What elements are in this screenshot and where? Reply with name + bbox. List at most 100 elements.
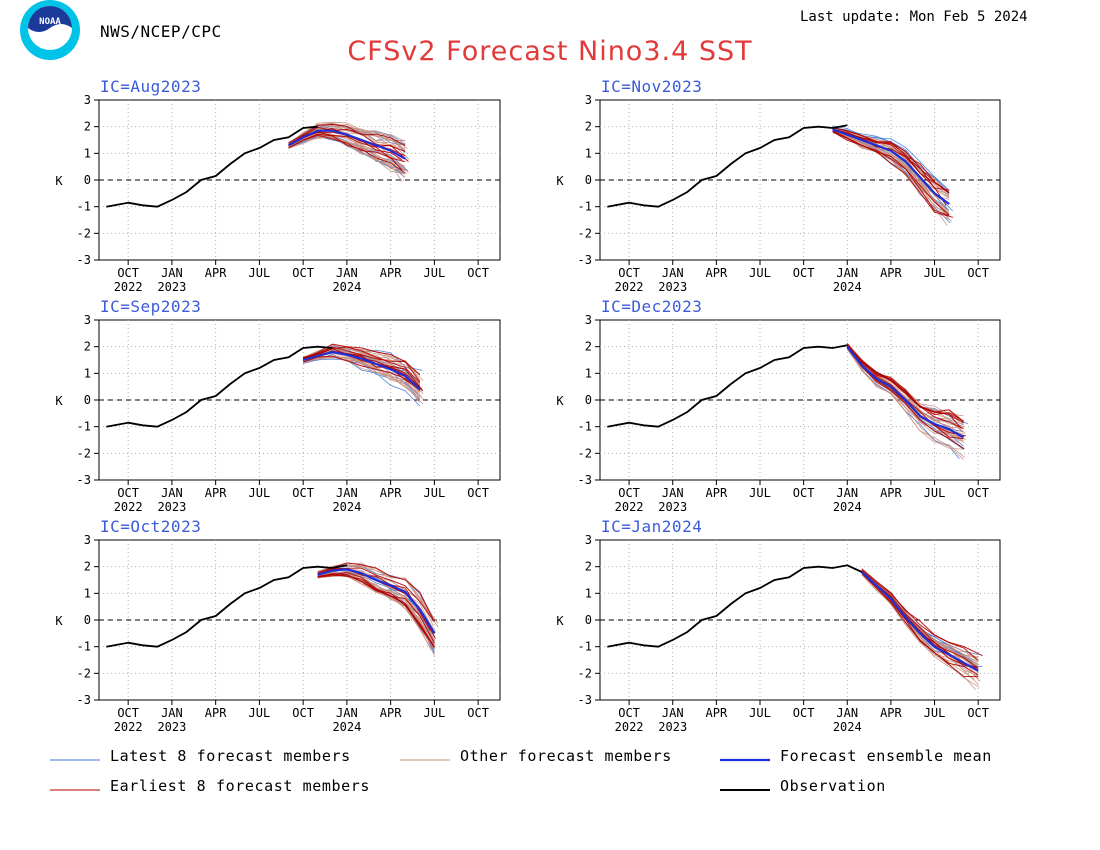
x-tick-label: JUL bbox=[924, 266, 946, 280]
x-tick-label: JUL bbox=[749, 266, 771, 280]
x-tick-label: OCT bbox=[117, 486, 139, 500]
other-member-line bbox=[288, 123, 406, 145]
x-tick-label: OCT bbox=[618, 266, 640, 280]
x-tick-label: OCT bbox=[292, 486, 314, 500]
x-tick-label: OCT bbox=[467, 706, 489, 720]
x-tick-year-label: 2024 bbox=[833, 280, 862, 294]
x-tick-label: APR bbox=[880, 706, 902, 720]
y-tick-label: 2 bbox=[585, 560, 592, 574]
legend-item-earliest: Earliest 8 forecast members bbox=[50, 777, 370, 795]
legend-label: Earliest 8 forecast members bbox=[110, 777, 370, 795]
x-tick-label: JUL bbox=[424, 266, 446, 280]
y-tick-label: -1 bbox=[578, 200, 592, 214]
x-tick-label: APR bbox=[880, 486, 902, 500]
latest-member-line bbox=[303, 358, 421, 407]
x-tick-label: JAN bbox=[336, 486, 358, 500]
x-tick-label: JUL bbox=[424, 486, 446, 500]
legend-item-latest: Latest 8 forecast members bbox=[50, 747, 351, 765]
x-tick-label: APR bbox=[380, 486, 402, 500]
legend: Latest 8 forecast members Other forecast … bbox=[50, 747, 992, 795]
panel-title: IC=Jan2024 bbox=[601, 517, 702, 536]
other-member-line bbox=[317, 571, 435, 645]
observation-line bbox=[607, 564, 863, 648]
x-tick-year-label: 2022 bbox=[615, 500, 644, 514]
x-tick-label: JAN bbox=[336, 266, 358, 280]
x-tick-label: OCT bbox=[117, 266, 139, 280]
y-tick-label: 0 bbox=[585, 613, 592, 627]
x-tick-label: JAN bbox=[161, 266, 183, 280]
x-tick-label: JAN bbox=[161, 486, 183, 500]
earliest-member-line bbox=[832, 130, 950, 217]
y-tick-label: 2 bbox=[585, 120, 592, 134]
y-tick-label: 3 bbox=[585, 313, 592, 327]
x-tick-year-label: 2024 bbox=[833, 500, 862, 514]
earliest-member-line bbox=[302, 355, 424, 392]
y-tick-label: 2 bbox=[84, 560, 91, 574]
legend-label: Latest 8 forecast members bbox=[110, 747, 351, 765]
ensemble-mean-line bbox=[861, 571, 979, 672]
earliest-member-line bbox=[317, 571, 435, 644]
x-tick-label: APR bbox=[380, 706, 402, 720]
x-tick-year-label: 2022 bbox=[615, 720, 644, 734]
y-tick-label: 3 bbox=[585, 533, 592, 547]
other-member-line bbox=[303, 357, 419, 400]
x-tick-label: APR bbox=[706, 486, 728, 500]
x-tick-label: OCT bbox=[467, 266, 489, 280]
earliest-member-line bbox=[317, 562, 434, 621]
ensemble-mean-line bbox=[832, 128, 950, 205]
legend-label: Observation bbox=[780, 777, 886, 795]
x-tick-label: JUL bbox=[749, 706, 771, 720]
observation-line bbox=[607, 344, 848, 428]
x-tick-label: JUL bbox=[924, 486, 946, 500]
y-tick-label: -2 bbox=[77, 446, 91, 460]
y-tick-label: 0 bbox=[84, 613, 91, 627]
y-tick-label: -2 bbox=[578, 666, 592, 680]
x-tick-label: OCT bbox=[793, 486, 815, 500]
noaa-logo: NOAA bbox=[20, 0, 80, 60]
earliest-member-line bbox=[861, 569, 979, 661]
ensemble-mean-line bbox=[317, 568, 436, 634]
observation-line bbox=[607, 124, 848, 208]
legend-label: Forecast ensemble mean bbox=[780, 747, 992, 765]
y-tick-label: -3 bbox=[77, 693, 91, 707]
earliest-member-line bbox=[861, 568, 983, 657]
chart-title: CFSv2 Forecast Nino3.4 SST bbox=[347, 36, 752, 67]
y-tick-label: 1 bbox=[585, 586, 592, 600]
legend-item-mean: Forecast ensemble mean bbox=[720, 747, 992, 765]
legend-label: Other forecast members bbox=[460, 747, 672, 765]
latest-member-line bbox=[832, 125, 950, 191]
x-tick-label: APR bbox=[706, 266, 728, 280]
x-tick-year-label: 2024 bbox=[833, 720, 862, 734]
x-tick-label: OCT bbox=[967, 266, 989, 280]
earliest-member-line bbox=[302, 346, 421, 383]
x-tick-label: APR bbox=[880, 266, 902, 280]
x-tick-label: OCT bbox=[292, 266, 314, 280]
y-axis-label: K bbox=[556, 174, 564, 188]
x-tick-label: JUL bbox=[924, 706, 946, 720]
panel-title: IC=Oct2023 bbox=[100, 517, 201, 536]
x-tick-year-label: 2023 bbox=[157, 280, 186, 294]
earliest-member-line bbox=[832, 127, 950, 194]
y-tick-label: 3 bbox=[585, 93, 592, 107]
y-axis-label: K bbox=[556, 614, 564, 628]
panel-title: IC=Nov2023 bbox=[601, 77, 702, 96]
y-tick-label: 0 bbox=[585, 173, 592, 187]
y-tick-label: 3 bbox=[84, 533, 91, 547]
y-tick-label: 2 bbox=[84, 120, 91, 134]
x-tick-label: JAN bbox=[662, 706, 684, 720]
legend-item-other: Other forecast members bbox=[400, 747, 672, 765]
x-tick-label: APR bbox=[205, 486, 227, 500]
y-tick-label: 1 bbox=[585, 146, 592, 160]
observation-line bbox=[106, 345, 333, 428]
panel-title: IC=Dec2023 bbox=[601, 297, 702, 316]
x-tick-label: OCT bbox=[793, 266, 815, 280]
y-axis-label: K bbox=[55, 394, 63, 408]
y-tick-label: 3 bbox=[84, 313, 91, 327]
earliest-member-line bbox=[302, 343, 421, 376]
y-tick-label: -2 bbox=[578, 446, 592, 460]
earliest-member-line bbox=[861, 572, 979, 676]
